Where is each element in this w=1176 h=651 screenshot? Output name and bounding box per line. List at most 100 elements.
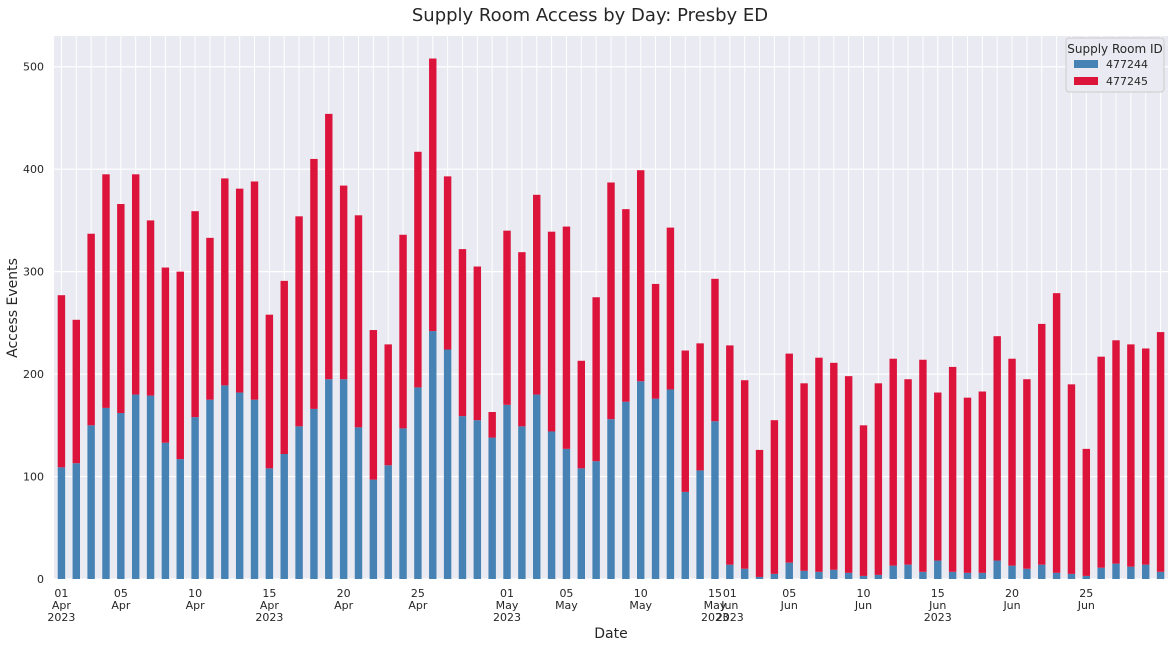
bar-477245-2023-06-23 bbox=[1052, 293, 1061, 573]
y-tick-label: 0 bbox=[37, 573, 44, 586]
bar-477244-2023-06-02 bbox=[740, 568, 749, 579]
bar-477244-2023-04-15 bbox=[265, 468, 274, 579]
bar-477245-2023-06-05 bbox=[785, 353, 793, 563]
x-tick-label: 20 Jun bbox=[1002, 587, 1020, 612]
bar-477245-2023-04-10 bbox=[191, 211, 199, 418]
legend-title: Supply Room ID bbox=[1067, 42, 1162, 56]
bar-477245-2023-06-11 bbox=[874, 383, 883, 575]
bar-477245-2023-06-04 bbox=[770, 420, 779, 574]
bar-477244-2023-05-14 bbox=[696, 470, 704, 579]
bar-477244-2023-04-11 bbox=[206, 399, 214, 579]
bar-477245-2023-04-14 bbox=[250, 181, 259, 400]
x-tick-label: 25 Jun bbox=[1077, 587, 1095, 612]
y-axis-label: Access Events bbox=[5, 258, 21, 358]
bar-477244-2023-05-04 bbox=[547, 431, 556, 579]
bar-477244-2023-06-20 bbox=[1008, 565, 1016, 579]
bar-477245-2023-06-02 bbox=[740, 380, 749, 569]
bar-477245-2023-05-08 bbox=[607, 182, 615, 420]
bar-477244-2023-04-08 bbox=[161, 442, 170, 579]
bar-477245-2023-04-23 bbox=[384, 344, 392, 466]
x-axis-label: Date bbox=[594, 626, 627, 642]
bar-477244-2023-06-16 bbox=[948, 571, 957, 579]
y-tick-label: 200 bbox=[23, 368, 44, 381]
bar-477245-2023-04-12 bbox=[221, 178, 229, 386]
bar-477244-2023-06-28 bbox=[1127, 566, 1135, 579]
bar-477244-2023-04-24 bbox=[399, 428, 407, 579]
bar-477244-2023-04-02 bbox=[72, 463, 80, 579]
bar-477244-2023-04-16 bbox=[280, 454, 288, 579]
bar-477244-2023-04-06 bbox=[131, 394, 140, 579]
bar-477244-2023-04-03 bbox=[87, 425, 95, 579]
legend-label-477245: 477245 bbox=[1106, 75, 1148, 88]
bar-477244-2023-06-30 bbox=[1156, 571, 1165, 579]
legend-swatch-477245 bbox=[1074, 77, 1098, 85]
bar-477244-2023-06-10 bbox=[859, 575, 868, 579]
bar-477244-2023-05-07 bbox=[592, 461, 600, 579]
bar-477244-2023-05-03 bbox=[533, 394, 541, 579]
bar-477245-2023-04-26 bbox=[429, 58, 437, 332]
bar-477245-2023-06-18 bbox=[978, 391, 987, 573]
bar-477244-2023-04-23 bbox=[384, 465, 392, 579]
y-tick-label: 500 bbox=[23, 61, 44, 74]
bar-477244-2023-04-09 bbox=[176, 459, 184, 579]
bar-477244-2023-05-06 bbox=[577, 468, 586, 579]
x-tick-label: 15 May 2023 bbox=[701, 587, 729, 624]
bar-477244-2023-06-04 bbox=[770, 573, 779, 579]
bar-477245-2023-04-17 bbox=[295, 216, 303, 427]
bar-477244-2023-04-22 bbox=[369, 479, 378, 579]
bar-477245-2023-06-14 bbox=[919, 359, 927, 572]
bar-477244-2023-04-04 bbox=[102, 407, 110, 579]
bar-477245-2023-04-08 bbox=[161, 267, 170, 443]
bar-477244-2023-06-29 bbox=[1142, 564, 1150, 579]
bar-477244-2023-04-28 bbox=[458, 416, 467, 579]
x-tick-label: 10 May bbox=[629, 587, 652, 612]
bar-477245-2023-05-10 bbox=[636, 170, 645, 382]
bar-477244-2023-06-11 bbox=[874, 574, 883, 579]
bar-477245-2023-05-13 bbox=[681, 350, 689, 492]
bar-477245-2023-04-28 bbox=[458, 249, 467, 417]
bar-477244-2023-05-09 bbox=[622, 401, 630, 579]
bar-477245-2023-06-09 bbox=[844, 376, 853, 573]
x-tick-label: 05 Apr bbox=[111, 587, 131, 612]
chart-title: Supply Room Access by Day: Presby ED bbox=[412, 5, 768, 26]
bar-477244-2023-06-14 bbox=[919, 571, 927, 579]
bar-477245-2023-06-01 bbox=[726, 345, 734, 565]
bar-477245-2023-06-25 bbox=[1082, 448, 1091, 576]
bar-477244-2023-06-21 bbox=[1023, 568, 1031, 579]
bar-477244-2023-06-18 bbox=[978, 572, 987, 579]
x-tick-label: 15 Jun 2023 bbox=[924, 587, 952, 624]
bar-477244-2023-06-27 bbox=[1112, 563, 1120, 579]
bar-477244-2023-04-21 bbox=[354, 427, 363, 579]
bar-477245-2023-06-15 bbox=[934, 392, 942, 561]
bar-477244-2023-04-13 bbox=[235, 392, 244, 579]
bar-477244-2023-06-17 bbox=[963, 572, 972, 579]
bar-477245-2023-04-02 bbox=[72, 319, 80, 464]
bar-477245-2023-06-13 bbox=[904, 379, 912, 565]
bar-477244-2023-04-27 bbox=[443, 349, 452, 579]
bar-477244-2023-06-19 bbox=[993, 560, 1001, 579]
bar-477245-2023-06-12 bbox=[889, 358, 897, 566]
x-tick-label: 05 Jun bbox=[780, 587, 798, 612]
bar-477244-2023-04-30 bbox=[488, 437, 496, 579]
bar-477245-2023-05-07 bbox=[592, 297, 600, 462]
bar-477245-2023-06-27 bbox=[1112, 340, 1120, 564]
bar-477245-2023-06-17 bbox=[963, 397, 972, 573]
bar-477245-2023-04-01 bbox=[57, 295, 66, 468]
x-tick-label: 10 Jun bbox=[854, 587, 872, 612]
bar-477245-2023-06-06 bbox=[800, 383, 808, 571]
bar-477245-2023-04-20 bbox=[339, 185, 348, 380]
bar-477245-2023-06-16 bbox=[948, 366, 957, 572]
bar-477245-2023-06-24 bbox=[1067, 384, 1076, 574]
bar-477244-2023-05-10 bbox=[636, 381, 645, 579]
bar-477244-2023-04-10 bbox=[191, 417, 199, 579]
bar-477244-2023-04-17 bbox=[295, 426, 303, 579]
y-tick-label: 100 bbox=[23, 471, 44, 484]
bar-477245-2023-04-11 bbox=[206, 237, 214, 400]
bar-477245-2023-04-09 bbox=[176, 271, 184, 460]
bar-477244-2023-05-12 bbox=[666, 389, 675, 579]
y-axis-ticks: 0 100 200 300 400 500 bbox=[23, 61, 44, 586]
bar-477244-2023-06-06 bbox=[800, 570, 808, 579]
bar-477245-2023-04-07 bbox=[146, 220, 155, 396]
bar-477244-2023-06-05 bbox=[785, 562, 793, 579]
